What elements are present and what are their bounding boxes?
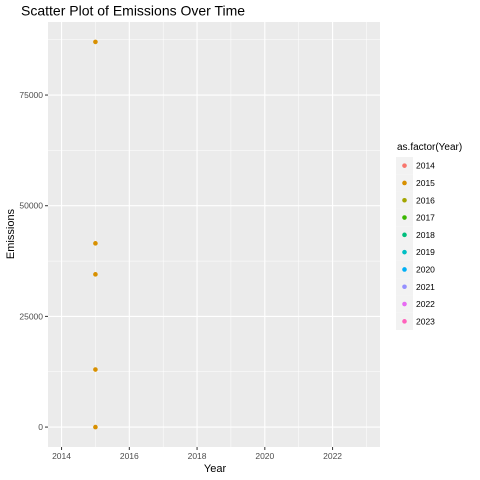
- data-point: [93, 272, 98, 277]
- x-tick-label: 2020: [255, 451, 274, 461]
- data-point: [93, 367, 98, 372]
- legend-key-2017: [402, 215, 407, 220]
- legend-label-2014: 2014: [416, 161, 435, 171]
- legend-label-2017: 2017: [416, 213, 435, 223]
- x-axis-title: Year: [204, 463, 227, 475]
- panel-background: [48, 22, 380, 447]
- legend-key-2019: [402, 249, 407, 255]
- legend-label-2015: 2015: [416, 178, 435, 188]
- x-tick-label: 2018: [188, 451, 207, 461]
- data-point: [93, 424, 98, 430]
- legend-key-2020: [402, 267, 407, 272]
- x-tick-label: 2016: [120, 451, 139, 461]
- y-tick-label: 50000: [19, 201, 43, 211]
- data-point: [93, 241, 98, 246]
- legend: as.factor(Year) 2014 2015 2016 2017 2018 2019…: [396, 142, 462, 330]
- y-axis-title: Emissions: [5, 208, 17, 259]
- legend-label-2020: 2020: [416, 264, 435, 274]
- legend-label-2021: 2021: [416, 282, 435, 292]
- legend-key-2014: [402, 163, 407, 168]
- legend-key-2022: [402, 301, 407, 307]
- legend-key-2018: [402, 232, 407, 238]
- legend-label-2019: 2019: [416, 247, 435, 257]
- data-points: [93, 39, 98, 430]
- y-tick-label: 0: [38, 422, 43, 432]
- legend-label-2016: 2016: [416, 195, 435, 205]
- legend-title: as.factor(Year): [397, 142, 462, 153]
- y-tick-label: 75000: [19, 90, 43, 100]
- x-axis: 2014 2016 2018 2020 2022: [52, 447, 342, 461]
- chart-title: Scatter Plot of Emissions Over Time: [21, 3, 245, 19]
- legend-key-2016: [402, 197, 407, 203]
- x-tick-label: 2014: [52, 451, 71, 461]
- data-point: [93, 39, 98, 45]
- legend-key-2021: [402, 284, 407, 290]
- y-axis: 0 25000 50000 75000: [19, 90, 48, 432]
- plot-panel: [48, 22, 380, 447]
- y-tick-label: 25000: [19, 311, 43, 321]
- legend-label-2022: 2022: [416, 299, 435, 309]
- x-tick-label: 2022: [323, 451, 342, 461]
- legend-key-2015: [402, 180, 407, 186]
- legend-key-2023: [402, 319, 407, 324]
- legend-label-2023: 2023: [416, 316, 435, 326]
- legend-label-2018: 2018: [416, 230, 435, 240]
